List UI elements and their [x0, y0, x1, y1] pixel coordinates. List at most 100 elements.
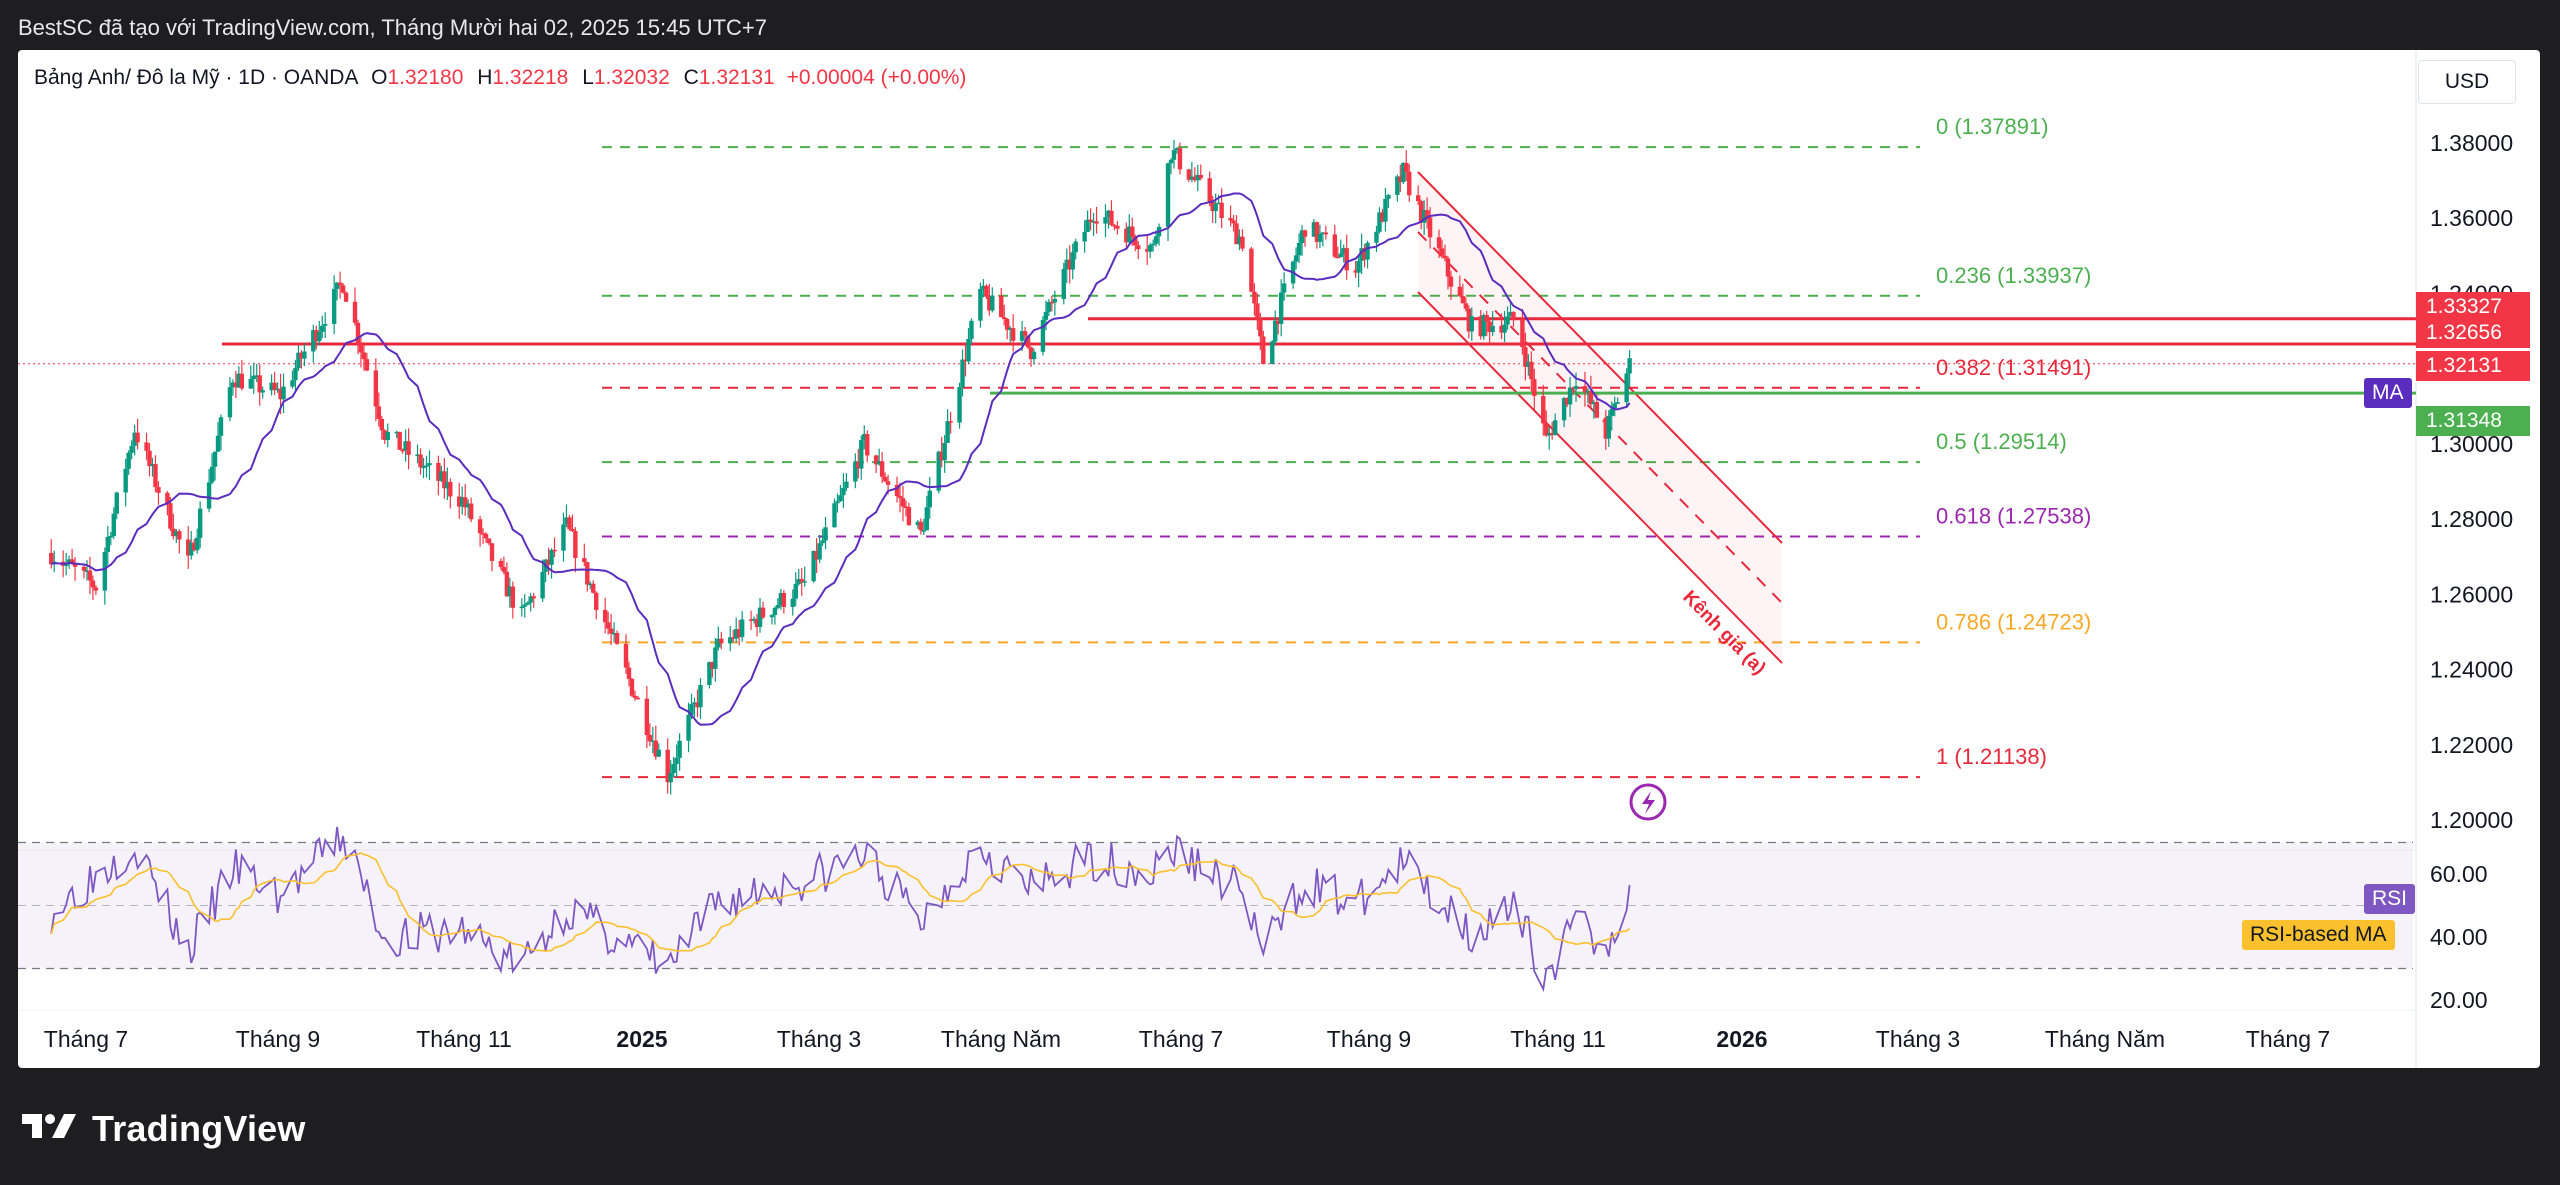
candle-body — [462, 497, 468, 508]
candle-body — [802, 581, 807, 583]
candle-body — [1186, 169, 1192, 180]
candle-body — [531, 596, 536, 599]
candle-body — [1240, 236, 1245, 249]
candle-body — [343, 292, 349, 302]
candle-body — [165, 492, 170, 504]
candle-body — [1210, 201, 1215, 212]
candle-body — [1147, 245, 1153, 252]
candle-body — [1463, 303, 1469, 309]
candle-body — [1436, 237, 1442, 249]
candle-body — [1499, 325, 1504, 333]
candle-body — [486, 538, 492, 544]
candle-body — [674, 757, 679, 764]
candle-body — [1234, 223, 1239, 245]
candle-body — [841, 487, 846, 496]
candle-body — [385, 431, 390, 441]
candle-body — [227, 387, 233, 418]
candle-body — [546, 559, 551, 565]
candle-body — [1258, 318, 1263, 337]
candle-body — [424, 465, 429, 467]
candle-body — [418, 454, 423, 468]
candle-body — [406, 441, 411, 455]
candle-body — [278, 388, 283, 400]
candle-body — [719, 638, 724, 644]
candle-body — [1168, 159, 1174, 164]
candle-body — [1588, 390, 1594, 405]
rsi-indicator-tag[interactable]: RSI — [2364, 883, 2416, 914]
candle-body — [1421, 210, 1427, 223]
rsi-ma-indicator-tag[interactable]: RSI-based MA — [2242, 919, 2395, 950]
price-axis-tick-label: 1.28000 — [2430, 506, 2513, 532]
candle-body — [1070, 252, 1075, 270]
candle-body — [1085, 219, 1090, 232]
currency-button[interactable]: USD — [2418, 60, 2516, 104]
candle-body — [457, 496, 462, 507]
candle-body — [1177, 148, 1183, 170]
candle-body — [1133, 236, 1138, 246]
low-value: 1.32032 — [593, 66, 670, 89]
candle-body — [84, 570, 90, 572]
candle-body — [882, 476, 888, 482]
rsi-axis-tick-label: 20.00 — [2430, 987, 2488, 1013]
candle-body — [87, 570, 93, 581]
candle-body — [69, 559, 75, 565]
candle-body — [790, 598, 795, 608]
price-tag-resistance-upper: 1.33327 — [2416, 291, 2530, 322]
candle-body — [1103, 217, 1108, 224]
candle-body — [1564, 398, 1570, 405]
candle-body — [212, 451, 218, 467]
symbol-name[interactable]: Bảng Anh/ Đô la Mỹ · 1D · OANDA — [34, 66, 358, 89]
rsi-axis-tick-label: 60.00 — [2430, 861, 2488, 887]
candle-body — [859, 440, 864, 469]
time-axis-tick-label: 2025 — [616, 1026, 667, 1052]
candle-body — [1052, 298, 1058, 303]
candle-body — [448, 481, 453, 497]
ma-indicator-tag[interactable]: MA — [2364, 378, 2412, 409]
time-axis-tick-label: 2026 — [1716, 1026, 1767, 1052]
candle-body — [1171, 150, 1177, 160]
candle-body — [1362, 248, 1367, 260]
chart-canvas[interactable]: 1.380001.360001.340001.320001.300001.280… — [18, 50, 2540, 1068]
candle-body — [379, 418, 385, 431]
time-axis-tick-label: Tháng 7 — [1139, 1026, 1223, 1052]
fib-level-label: 0.786 (1.24723) — [1936, 609, 2091, 634]
candle-body — [1552, 420, 1558, 436]
candle-body — [823, 527, 828, 541]
price-tag-last-close: 1.32131 — [2416, 350, 2530, 381]
candle-body — [260, 390, 265, 393]
time-axis-tick-label: Tháng Năm — [941, 1026, 1061, 1052]
candle-body — [561, 524, 566, 551]
time-axis-tick-label: Tháng 7 — [2246, 1026, 2330, 1052]
fib-level-label: 0.618 (1.27538) — [1936, 503, 2091, 528]
candle-body — [573, 531, 578, 559]
chart-pane[interactable]: 1.380001.360001.340001.320001.300001.280… — [18, 50, 2540, 1068]
candle-body — [1127, 226, 1132, 243]
candle-body — [594, 592, 599, 610]
candle-body — [206, 482, 212, 509]
candle-body — [552, 549, 557, 552]
candle-body — [710, 662, 715, 669]
price-axis-tick-label: 1.20000 — [2430, 807, 2513, 833]
candle-body — [1585, 390, 1591, 393]
candle-body — [105, 536, 111, 552]
candle-body — [1424, 210, 1430, 218]
alert-icon-bolt — [1642, 791, 1655, 814]
candle-body — [567, 517, 572, 529]
candle-body — [736, 629, 742, 638]
candle-body — [102, 551, 108, 591]
price-axis-tick-label: 1.22000 — [2430, 732, 2513, 758]
candle-body — [811, 550, 816, 582]
candle-body — [549, 549, 554, 565]
candle-body — [296, 352, 301, 369]
candle-body — [114, 492, 119, 514]
candle-body — [1508, 311, 1513, 317]
candle-body — [1109, 210, 1114, 226]
candle-body — [1529, 361, 1534, 380]
candle-body — [799, 579, 804, 583]
candle-body — [272, 382, 277, 390]
candle-body — [1418, 201, 1424, 223]
candle-body — [873, 455, 879, 465]
candle-body — [692, 702, 697, 705]
candle-body — [966, 338, 971, 362]
candle-body — [698, 684, 703, 708]
